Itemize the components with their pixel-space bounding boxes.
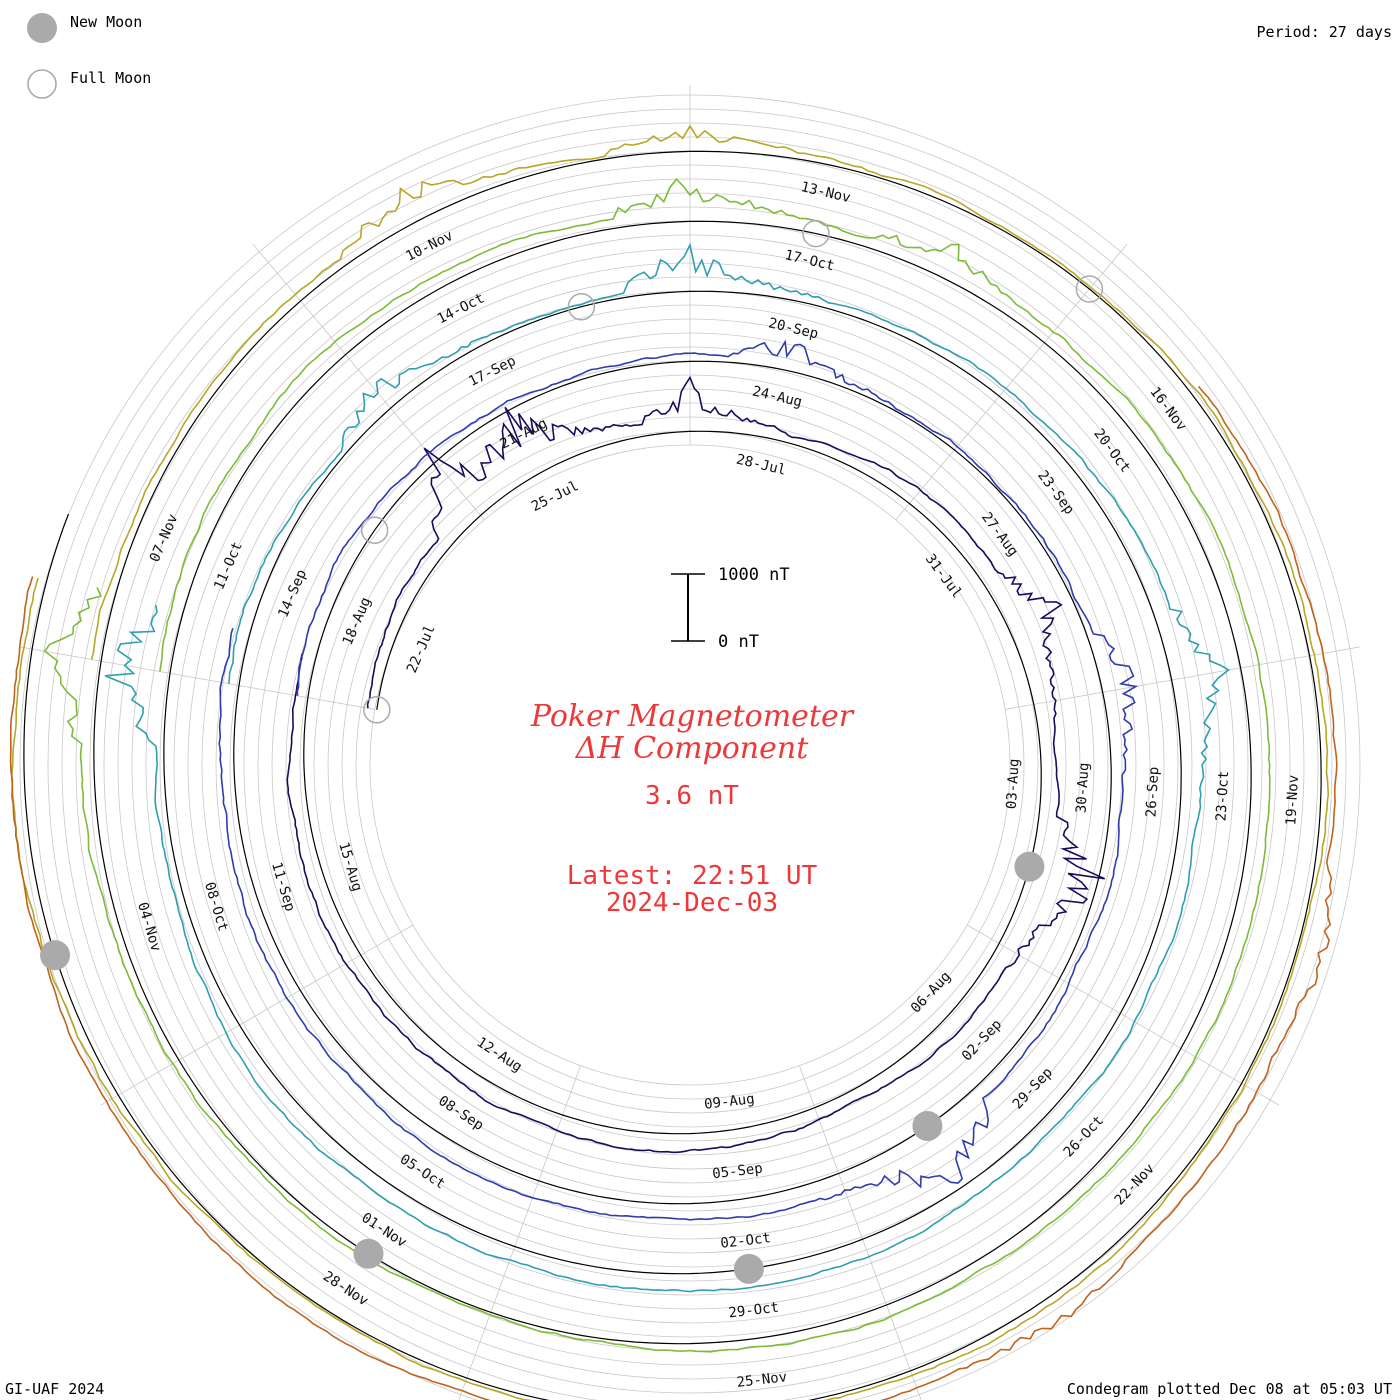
grid-spoke <box>1005 646 1360 710</box>
date-label: 11-Oct <box>211 540 246 593</box>
grid-spoke <box>966 924 1280 1106</box>
new-moon-marker <box>40 940 71 971</box>
new-moon-marker <box>912 1110 943 1141</box>
full-moon-marker <box>360 516 389 544</box>
full-moon-marker <box>802 219 830 248</box>
date-label: 13-Nov <box>799 179 852 206</box>
new-moon-legend-icon <box>27 13 57 43</box>
date-label: 11-Sep <box>268 860 298 913</box>
grid-spoke <box>252 243 485 521</box>
full-moon-legend-label: Full Moon <box>70 69 152 87</box>
new-moon-marker <box>1014 851 1045 882</box>
date-label: 26-Sep <box>1143 766 1162 817</box>
new-moon-marker <box>733 1253 764 1284</box>
grid-spoke <box>799 1065 922 1400</box>
series-line-6 <box>9 385 1338 1400</box>
date-label: 15-Aug <box>335 840 365 893</box>
date-label: 03-Aug <box>1004 758 1023 809</box>
series-line-4 <box>43 177 1271 1353</box>
date-label: 17-Oct <box>783 247 836 274</box>
scale-top-label: 1000 nT <box>718 565 790 585</box>
series-group <box>9 124 1338 1400</box>
moon-legend <box>27 13 57 99</box>
scale-bar: 1000 nT 0 nT <box>671 565 790 652</box>
credit-label: GI-UAF 2024 <box>5 1380 105 1398</box>
series-line-2 <box>218 339 1139 1221</box>
scale-bottom-label: 0 nT <box>718 632 759 652</box>
chart-title: Poker Magnetometer <box>530 699 855 734</box>
date-label: 25-Nov <box>736 1369 788 1391</box>
plotted-label: Condegram plotted Dec 08 at 05:03 UT <box>1066 1380 1392 1398</box>
date-label: 12-Aug <box>474 1034 525 1075</box>
date-label: 28-Jul <box>735 452 788 479</box>
date-label: 30-Aug <box>1074 762 1093 813</box>
latest-time: Latest: 22:51 UT <box>567 861 818 891</box>
grid-spoke <box>895 243 1128 521</box>
date-label: 07-Nov <box>147 512 182 565</box>
date-label: 28-Nov <box>320 1268 371 1309</box>
date-label: 23-Oct <box>1213 770 1232 821</box>
date-label: 24-Aug <box>751 383 804 410</box>
date-label: 02-Oct <box>720 1230 772 1252</box>
series-line-1 <box>286 375 1106 1154</box>
grid-spoke <box>458 1065 581 1400</box>
grid-spoke <box>20 646 375 710</box>
baseline-spiral <box>23 150 1322 1400</box>
period-label: Period: 27 days <box>1256 23 1392 41</box>
date-label: 08-Sep <box>435 1093 486 1134</box>
baseline-path <box>23 150 1322 1400</box>
date-label: 18-Aug <box>340 595 375 648</box>
full-moon-legend-icon <box>27 69 57 99</box>
date-label: 22-Jul <box>404 623 439 676</box>
date-label: 20-Sep <box>767 315 820 342</box>
current-value: 3.6 nT <box>645 781 739 811</box>
full-moon-marker <box>1075 275 1104 303</box>
series-line-3 <box>104 242 1231 1293</box>
date-label: 09-Aug <box>703 1091 755 1113</box>
new-moon-legend-label: New Moon <box>70 13 143 31</box>
date-label: 19-Nov <box>1283 774 1302 825</box>
latest-date: 2024-Dec-03 <box>606 888 778 918</box>
series-line-5 <box>11 124 1330 1400</box>
date-label: 08-Oct <box>201 880 231 933</box>
full-moon-marker <box>363 696 391 724</box>
date-label: 05-Oct <box>397 1151 448 1192</box>
new-moon-marker <box>353 1238 384 1269</box>
date-label: 14-Sep <box>275 567 310 620</box>
chart-subtitle: ΔH Component <box>575 731 809 766</box>
date-label: 31-Jul <box>922 551 965 601</box>
date-label: 04-Nov <box>134 900 164 953</box>
date-label: 05-Sep <box>711 1161 763 1183</box>
date-label: 29-Oct <box>728 1300 780 1322</box>
full-moon-marker <box>567 292 596 321</box>
moon-phase-markers <box>40 219 1104 1284</box>
